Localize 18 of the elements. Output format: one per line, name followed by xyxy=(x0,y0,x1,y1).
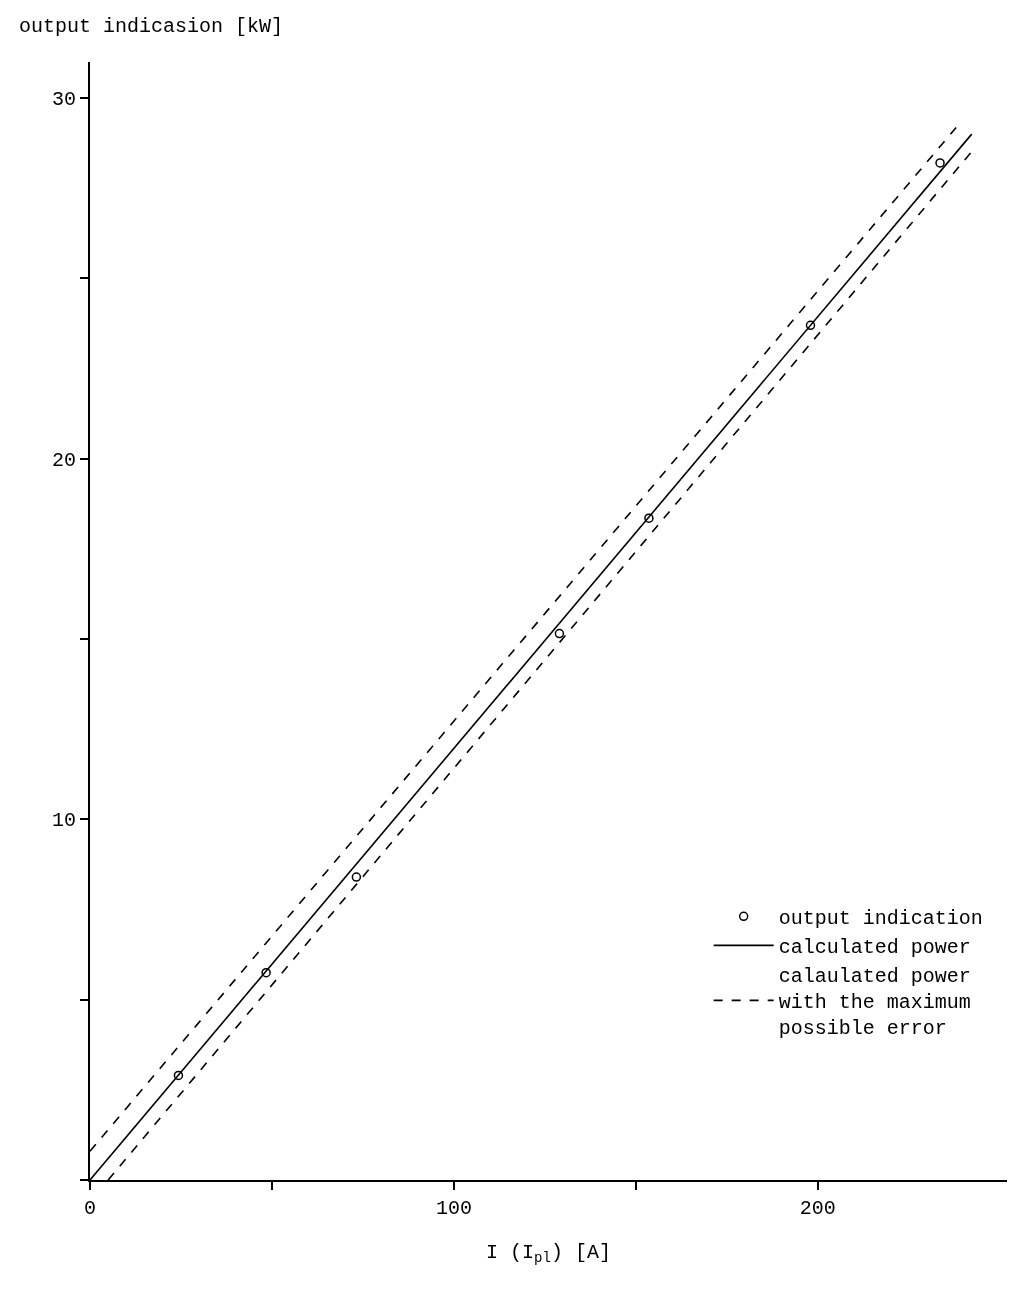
point xyxy=(935,158,945,168)
point xyxy=(805,320,816,331)
y-tick-label: 10 xyxy=(51,809,76,833)
x-tick-label: 100 xyxy=(435,1197,472,1220)
y-tick-label: 30 xyxy=(51,88,76,112)
x-axis-title: I (I$_{pl}$) [A] xyxy=(486,1241,611,1267)
y-axis-title: output indicasion [kW] xyxy=(19,15,284,38)
point xyxy=(554,628,565,639)
point xyxy=(261,967,271,978)
y-tick-label: 20 xyxy=(51,448,76,472)
point xyxy=(351,872,362,882)
point xyxy=(644,513,654,523)
legend-label: calaulated power with the maximum possible error xyxy=(778,965,971,1041)
x-tick-label: 0 xyxy=(83,1197,97,1220)
legend-label: output indication xyxy=(778,907,983,931)
x-tick-label: 200 xyxy=(799,1197,836,1220)
point xyxy=(173,1070,184,1081)
legend-label: calculated power xyxy=(778,936,971,960)
